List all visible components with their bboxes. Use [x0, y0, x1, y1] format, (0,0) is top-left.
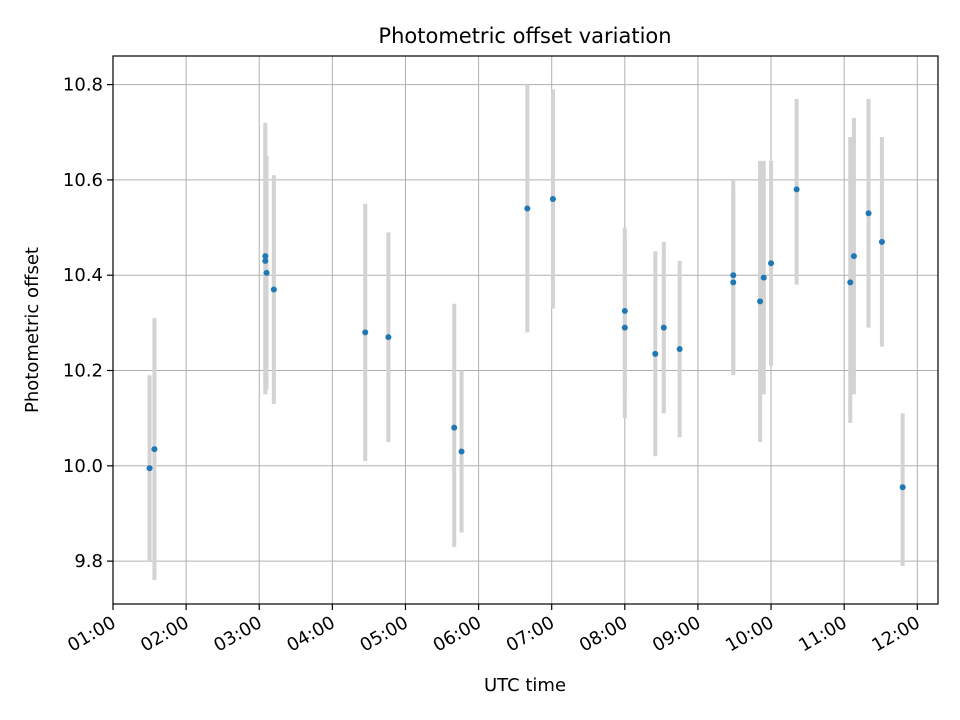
y-tick-label: 10.2 [63, 361, 103, 382]
data-point [793, 186, 800, 193]
data-point [760, 274, 767, 281]
y-axis-ticks: 9.8 10.0 10.2 10.4 10.6 10.8 [63, 75, 113, 572]
data-point [850, 253, 857, 260]
data-point [847, 279, 854, 286]
data-point [768, 260, 775, 267]
data-point [451, 424, 458, 431]
data-point [899, 484, 906, 491]
data-point [262, 253, 269, 260]
y-tick-label: 10.4 [63, 265, 103, 286]
data-point [263, 269, 270, 276]
data-point [621, 307, 628, 314]
y-tick-label: 10.8 [63, 75, 103, 96]
data-point [730, 272, 737, 279]
data-point [151, 446, 158, 453]
data-point [146, 465, 153, 472]
y-tick-label: 10.0 [63, 456, 103, 477]
data-point [458, 448, 465, 455]
x-axis-label: UTC time [484, 675, 566, 696]
data-point [621, 324, 628, 331]
data-point [730, 279, 737, 286]
data-point [660, 324, 667, 331]
data-point [270, 286, 277, 293]
data-point [549, 195, 556, 202]
y-tick-label: 10.6 [63, 170, 103, 191]
data-point [524, 205, 531, 212]
data-point [385, 334, 392, 341]
data-point [878, 238, 885, 245]
y-tick-label: 9.8 [74, 551, 103, 572]
data-point [865, 210, 872, 217]
data-point [676, 346, 683, 353]
chart-title: Photometric offset variation [378, 24, 671, 48]
data-point [652, 350, 659, 357]
data-point [362, 329, 369, 336]
plot-frame [112, 55, 939, 605]
data-points [146, 186, 906, 491]
data-point [757, 298, 764, 305]
data-point [262, 257, 269, 264]
y-axis-label: Photometric offset [22, 247, 43, 413]
